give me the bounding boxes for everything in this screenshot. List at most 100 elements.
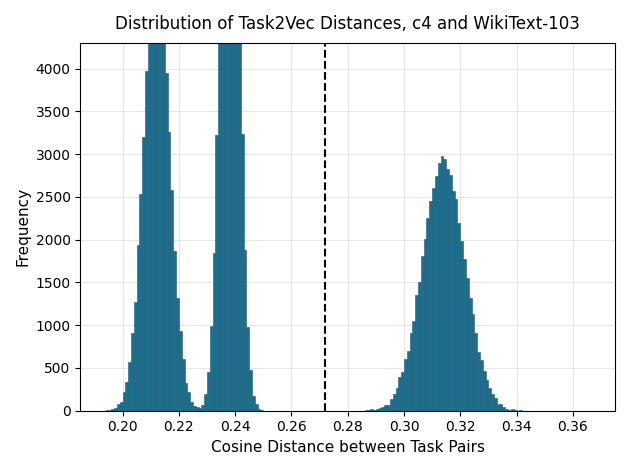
Bar	[508, 410, 511, 411]
Bar	[165, 73, 168, 411]
Bar	[384, 405, 387, 411]
Bar	[129, 362, 131, 411]
Bar	[382, 407, 384, 411]
Bar	[432, 188, 435, 411]
Bar	[471, 314, 474, 411]
Y-axis label: Frequency: Frequency	[15, 187, 30, 266]
Bar	[423, 239, 427, 411]
Bar	[241, 133, 244, 411]
Bar	[429, 201, 432, 411]
Bar	[249, 369, 252, 411]
Bar	[112, 409, 114, 411]
Bar	[134, 302, 137, 411]
Bar	[404, 360, 407, 411]
Bar	[162, 25, 165, 411]
Bar	[181, 359, 185, 411]
Bar	[190, 402, 193, 411]
Bar	[401, 372, 404, 411]
Bar	[503, 407, 505, 411]
Bar	[486, 380, 488, 411]
Bar	[255, 405, 258, 411]
Bar	[235, 0, 238, 411]
Bar	[185, 383, 187, 411]
Bar	[483, 371, 486, 411]
Bar	[444, 159, 446, 411]
Bar	[139, 194, 142, 411]
Bar	[415, 296, 418, 411]
Bar	[159, 0, 162, 411]
Bar	[452, 191, 455, 411]
Bar	[449, 175, 452, 411]
Bar	[221, 0, 224, 411]
Bar	[396, 388, 398, 411]
Bar	[246, 327, 249, 411]
X-axis label: Cosine Distance between Task Pairs: Cosine Distance between Task Pairs	[210, 440, 484, 455]
Bar	[120, 401, 123, 411]
Bar	[491, 394, 494, 411]
Bar	[370, 409, 373, 411]
Bar	[171, 189, 173, 411]
Bar	[198, 408, 202, 411]
Bar	[238, 0, 241, 411]
Bar	[410, 333, 413, 411]
Bar	[457, 223, 461, 411]
Bar	[497, 404, 500, 411]
Bar	[469, 298, 471, 411]
Bar	[455, 199, 457, 411]
Bar	[210, 326, 213, 411]
Bar	[114, 407, 117, 411]
Bar	[156, 0, 159, 411]
Bar	[244, 250, 246, 411]
Bar	[137, 245, 139, 411]
Bar	[373, 410, 376, 411]
Bar	[379, 407, 382, 411]
Bar	[204, 394, 207, 411]
Bar	[176, 298, 179, 411]
Bar	[131, 333, 134, 411]
Bar	[466, 278, 469, 411]
Bar	[390, 399, 392, 411]
Bar	[213, 253, 215, 411]
Bar	[418, 282, 421, 411]
Bar	[427, 218, 429, 411]
Bar	[218, 0, 221, 411]
Bar	[168, 132, 171, 411]
Bar	[260, 410, 263, 411]
Bar	[142, 137, 145, 411]
Bar	[148, 24, 151, 411]
Bar	[463, 259, 466, 411]
Bar	[438, 163, 440, 411]
Bar	[398, 377, 401, 411]
Bar	[392, 394, 396, 411]
Bar	[215, 134, 218, 411]
Bar	[232, 0, 235, 411]
Bar	[258, 408, 260, 411]
Bar	[474, 333, 477, 411]
Bar	[376, 409, 379, 411]
Bar	[154, 0, 156, 411]
Bar	[387, 405, 390, 411]
Bar	[461, 241, 463, 411]
Bar	[227, 0, 229, 411]
Bar	[117, 404, 120, 411]
Bar	[477, 352, 480, 411]
Bar	[224, 0, 227, 411]
Bar	[151, 0, 154, 411]
Bar	[229, 0, 232, 411]
Bar	[511, 409, 513, 411]
Bar	[505, 409, 508, 411]
Bar	[435, 176, 438, 411]
Bar	[196, 407, 198, 411]
Bar	[123, 392, 125, 411]
Bar	[446, 169, 449, 411]
Bar	[252, 396, 255, 411]
Bar	[193, 406, 196, 411]
Title: Distribution of Task2Vec Distances, c4 and WikiText-103: Distribution of Task2Vec Distances, c4 a…	[115, 15, 580, 33]
Bar	[480, 360, 483, 411]
Bar	[413, 321, 415, 411]
Bar	[179, 331, 181, 411]
Bar	[173, 251, 176, 411]
Bar	[421, 256, 423, 411]
Bar	[440, 156, 444, 411]
Bar	[407, 351, 410, 411]
